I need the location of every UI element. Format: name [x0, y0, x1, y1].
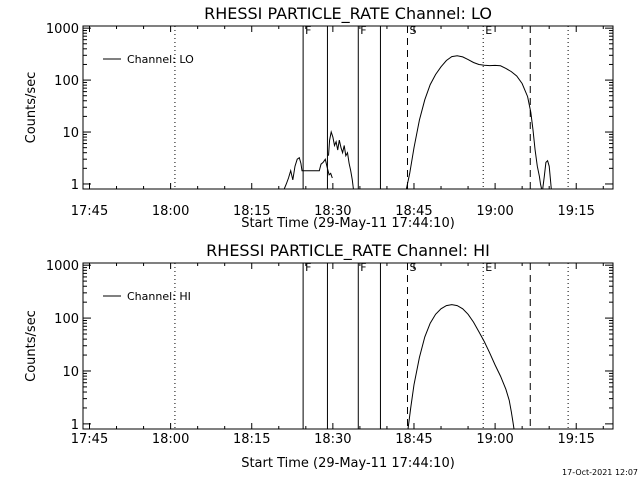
event-marker-label: F: [305, 24, 311, 37]
y-axis-label: Counts/sec: [24, 310, 39, 382]
y-tick-label: 10: [62, 365, 79, 380]
panel-hi: RHESSI PARTICLE_RATE Channel: HI 17:45 18:…: [24, 241, 614, 471]
x-tick-label: 18:30: [314, 432, 351, 447]
series-line: [407, 304, 515, 430]
chart-title: RHESSI PARTICLE_RATE Channel: LO: [204, 4, 492, 24]
y-tick-label: 1000: [46, 22, 79, 37]
y-tick-label: 100: [54, 74, 79, 89]
timestamp: 17-Oct-2021 12:07: [562, 468, 638, 477]
legend-label: Channel: LO: [127, 53, 194, 66]
x-axis-label: Start Time (29-May-11 17:44:10): [241, 216, 455, 231]
series-line: [542, 159, 552, 190]
x-tick-label: 18:00: [152, 204, 189, 219]
event-marker-label: E: [485, 24, 492, 37]
plot-frame: [82, 25, 614, 190]
y-tick-label: 100: [54, 312, 79, 327]
x-tick-label: 18:45: [395, 204, 432, 219]
plot-frame: [82, 262, 614, 430]
event-marker-label: E: [485, 261, 492, 274]
x-tick-label: 17:45: [71, 432, 108, 447]
x-axis-label: Start Time (29-May-11 17:44:10): [241, 456, 455, 471]
panel-lo: RHESSI PARTICLE_RATE Channel: LO 17:45 18:…: [24, 4, 614, 231]
chart-title: RHESSI PARTICLE_RATE Channel: HI: [206, 241, 490, 261]
x-tick-label: 19:15: [557, 432, 594, 447]
x-tick-label: 18:45: [395, 432, 432, 447]
x-tick-label: 18:15: [233, 432, 270, 447]
series-line: [405, 55, 543, 190]
x-tick-label: 19:00: [476, 204, 513, 219]
series-line: [283, 156, 333, 190]
x-tick-label: 19:00: [476, 432, 513, 447]
x-tick-label: 19:15: [557, 204, 594, 219]
y-tick-label: 1: [71, 178, 79, 193]
event-marker-label: F: [360, 261, 366, 274]
y-tick-label: 1: [71, 418, 79, 433]
x-tick-label: 18:15: [233, 204, 270, 219]
y-axis-label: Counts/sec: [24, 72, 39, 144]
event-marker-label: F: [360, 24, 366, 37]
series-line: [328, 130, 354, 190]
x-tick-label: 18:00: [152, 432, 189, 447]
event-marker-label: S: [409, 24, 416, 37]
x-tick-label: 17:45: [71, 204, 108, 219]
y-tick-label: 1000: [46, 259, 79, 274]
legend-label: Channel: HI: [127, 290, 191, 303]
event-marker-label: F: [305, 261, 311, 274]
event-marker-label: S: [409, 261, 416, 274]
y-tick-label: 10: [62, 126, 79, 141]
x-tick-label: 18:30: [314, 204, 351, 219]
